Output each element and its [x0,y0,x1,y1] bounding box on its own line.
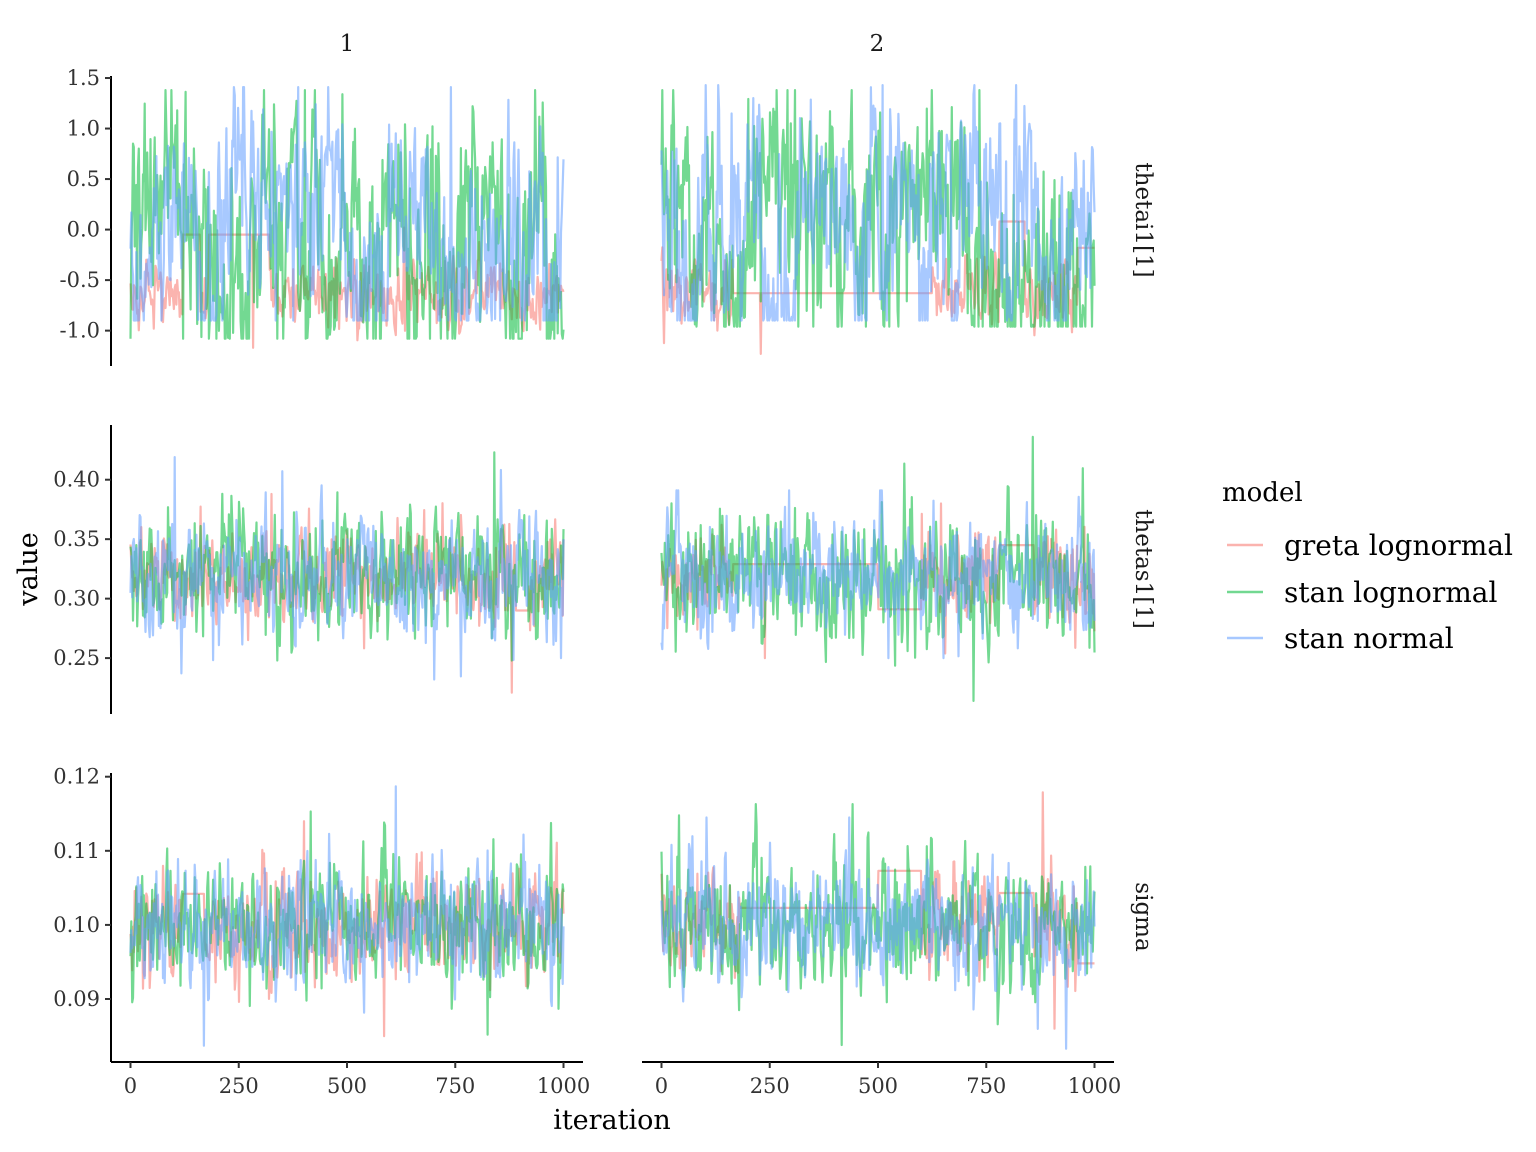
legend-label-stan-normal: stan normal [1284,622,1454,655]
y-tick-label: 0.30 [53,587,100,611]
y-tick-label: 0.35 [53,527,100,551]
panel-sigma-col1 [129,785,565,1047]
x-tick-label: 1000 [1068,1074,1121,1098]
legend-label-greta-lognormal: greta lognormal [1284,529,1513,562]
trace-line-stan-lognormal [129,89,565,340]
column-strip-label-1: 1 [340,31,355,57]
trace-line-stan-normal [660,84,1096,322]
x-tick-label: 750 [966,1074,1006,1098]
trace-line-stan-normal [660,489,1096,660]
trace-line-stan-lognormal [660,89,1096,328]
panel-thetas1-1-col2 [660,435,1096,702]
trace-line-stan-normal [129,785,565,1047]
panels [129,84,1096,1050]
row-strip-label-thetas1: thetas1[1] [1130,509,1156,629]
y-tick-label: 0.0 [67,218,100,242]
y-axis-title: value [13,532,44,606]
axes: -1.0 -0.5 0.0 0.5 1.0 1.5 0.25 0.30 0.35 0.40 0.09… [53,66,1121,1098]
y-tick-label: -0.5 [60,268,101,292]
trace-line-stan-normal [660,816,1096,1050]
y-tick-label: 0.5 [67,167,100,191]
trace-line-stan-lognormal [660,435,1096,702]
x-tick-label: 0 [124,1074,137,1098]
y-tick-label: -1.0 [60,319,101,343]
panel-sigma-col2 [660,791,1096,1050]
legend-title: model [1222,478,1303,508]
x-tick-label: 500 [858,1074,898,1098]
panel-thetai1-1-col2 [660,84,1096,355]
x-tick-label: 250 [750,1074,790,1098]
y-tick-label: 1.5 [67,66,100,90]
x-tick-label: 0 [655,1074,668,1098]
y-tick-label: 0.40 [53,468,100,492]
trace-line-stan-normal [129,86,565,322]
x-tick-label: 500 [327,1074,367,1098]
y-tick-label: 0.09 [53,987,100,1011]
x-axis-title: iteration [553,1105,671,1136]
y-tick-label: 0.11 [53,839,100,863]
legend: model greta lognormal stan lognormal sta… [1222,478,1513,655]
y-tick-label: 0.12 [53,765,100,789]
x-tick-label: 1000 [537,1074,590,1098]
row-strip-label-thetai1: thetai1[1] [1130,162,1156,277]
panel-thetai1-1-col1 [129,86,565,349]
trace-line-stan-normal [129,456,565,681]
column-strip-label-2: 2 [870,31,885,57]
legend-label-stan-lognormal: stan lognormal [1284,576,1498,609]
y-tick-label: 0.25 [53,646,100,670]
x-tick-label: 250 [219,1074,259,1098]
x-tick-label: 750 [435,1074,475,1098]
row-strip-label-sigma: sigma [1130,882,1156,952]
y-tick-label: 0.10 [53,913,100,937]
panel-thetas1-1-col1 [129,451,565,694]
y-tick-label: 1.0 [67,117,100,141]
